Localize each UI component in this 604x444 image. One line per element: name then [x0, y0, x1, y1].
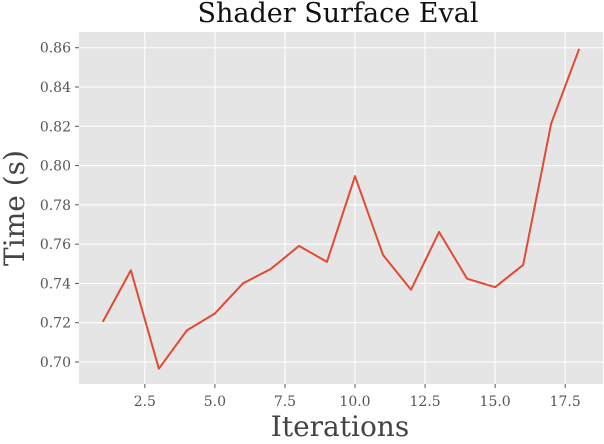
y-tick-label: 0.72: [40, 316, 71, 332]
grid: [79, 32, 603, 384]
y-tick-label: 0.84: [40, 80, 71, 96]
series-group: [101, 48, 581, 370]
chart-title: Shader Surface Eval: [198, 0, 479, 29]
x-tick-label: 12.5: [409, 394, 440, 410]
series-line: [101, 48, 581, 370]
x-tick-label: 7.5: [274, 394, 296, 410]
y-tick-label: 0.70: [40, 355, 71, 371]
y-axis-ticks: 0.70 0.72 0.74 0.76 0.78 0.80 0.82 0.84 0.86: [40, 41, 79, 371]
y-tick-label: 0.82: [40, 119, 71, 135]
y-tick-label: 0.86: [40, 41, 71, 57]
x-tick-label: 15.0: [480, 394, 511, 410]
y-tick-label: 0.78: [40, 198, 71, 214]
x-axis-label: Iterations: [271, 410, 409, 443]
y-axis-label: Time (s): [0, 150, 31, 266]
x-tick-label: 17.5: [550, 394, 581, 410]
x-tick-label: 2.5: [134, 394, 156, 410]
plot-area: [79, 32, 603, 384]
y-tick-label: 0.76: [40, 237, 71, 253]
x-tick-label: 10.0: [339, 394, 370, 410]
y-tick-label: 0.80: [40, 159, 71, 175]
y-tick-label: 0.74: [40, 276, 71, 292]
x-tick-label: 5.0: [204, 394, 226, 410]
x-axis-ticks: 2.5 5.0 7.5 10.0 12.5 15.0 17.5: [134, 384, 581, 410]
